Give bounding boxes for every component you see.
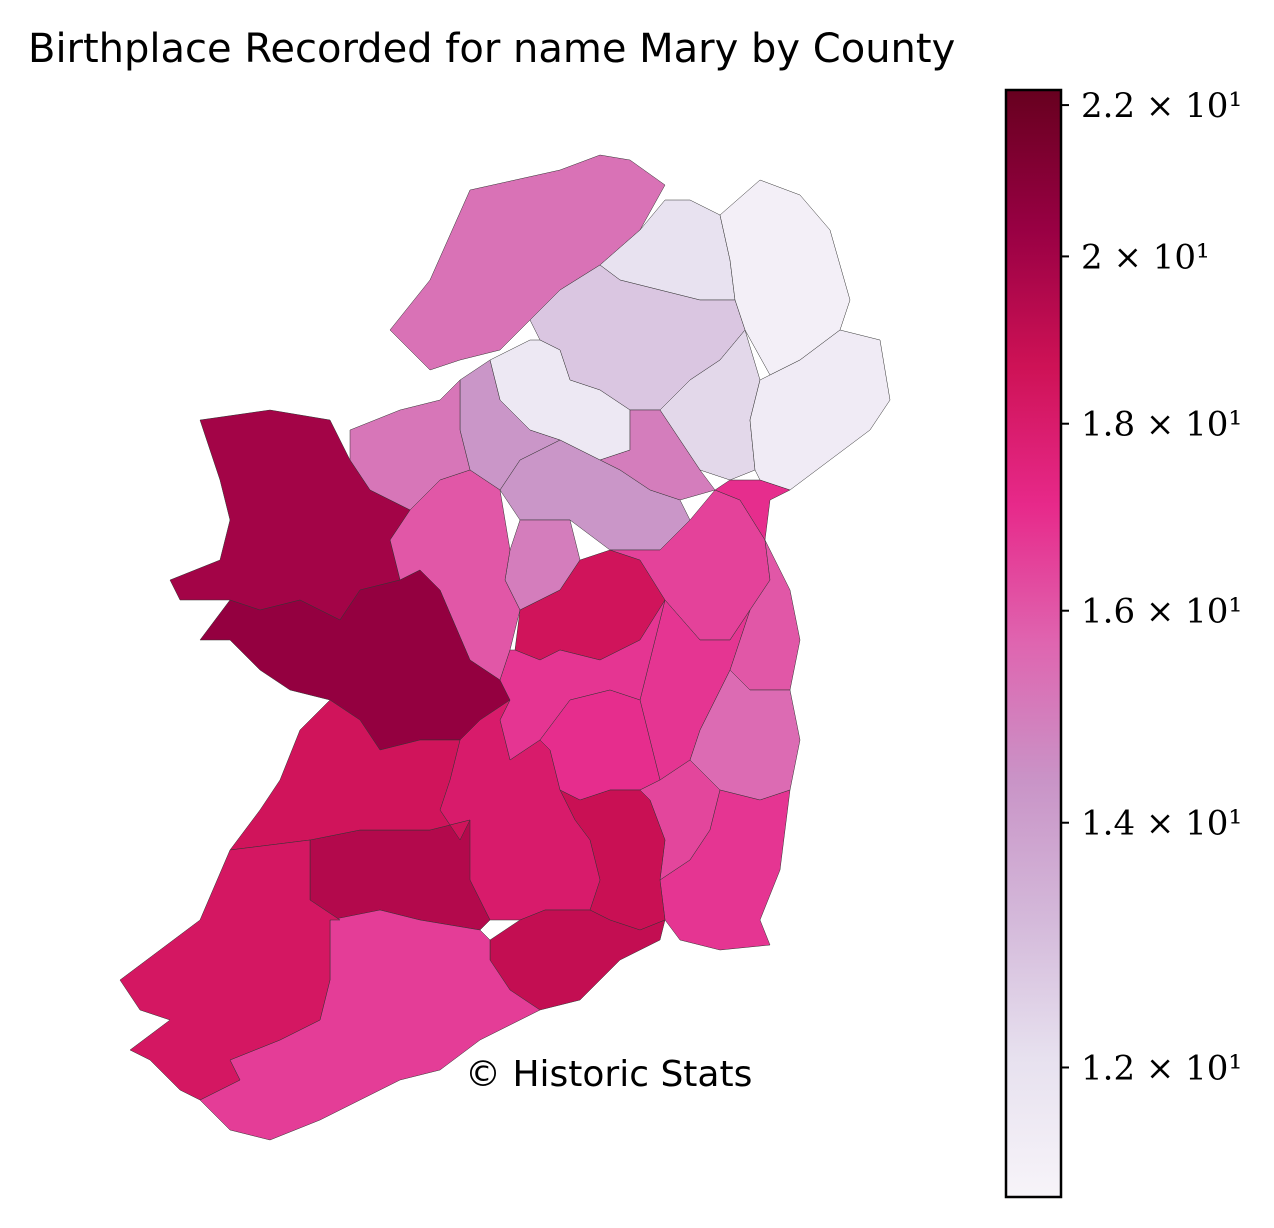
county (714, 479, 791, 541)
chart-title: Birthplace Recorded for name Mary by Cou… (28, 26, 955, 72)
county (229, 699, 471, 851)
county (119, 839, 341, 1101)
colorbar (1004, 88, 1063, 1199)
colorbar-tick-label: 1.6 × 10¹ (1081, 592, 1242, 632)
county (309, 819, 491, 931)
colorbar-tick-label: 2 × 10¹ (1081, 237, 1210, 277)
colorbar-tick-label: 1.4 × 10¹ (1081, 804, 1242, 844)
county (659, 789, 791, 951)
county (749, 329, 891, 491)
colorbar-tick-label: 2.2 × 10¹ (1081, 86, 1242, 126)
county-map (119, 154, 891, 1141)
colorbar-tick-label: 1.8 × 10¹ (1081, 405, 1242, 445)
annotation: © Historic Stats (465, 1054, 752, 1095)
colorbar-tick-label: 1.2 × 10¹ (1081, 1048, 1242, 1088)
